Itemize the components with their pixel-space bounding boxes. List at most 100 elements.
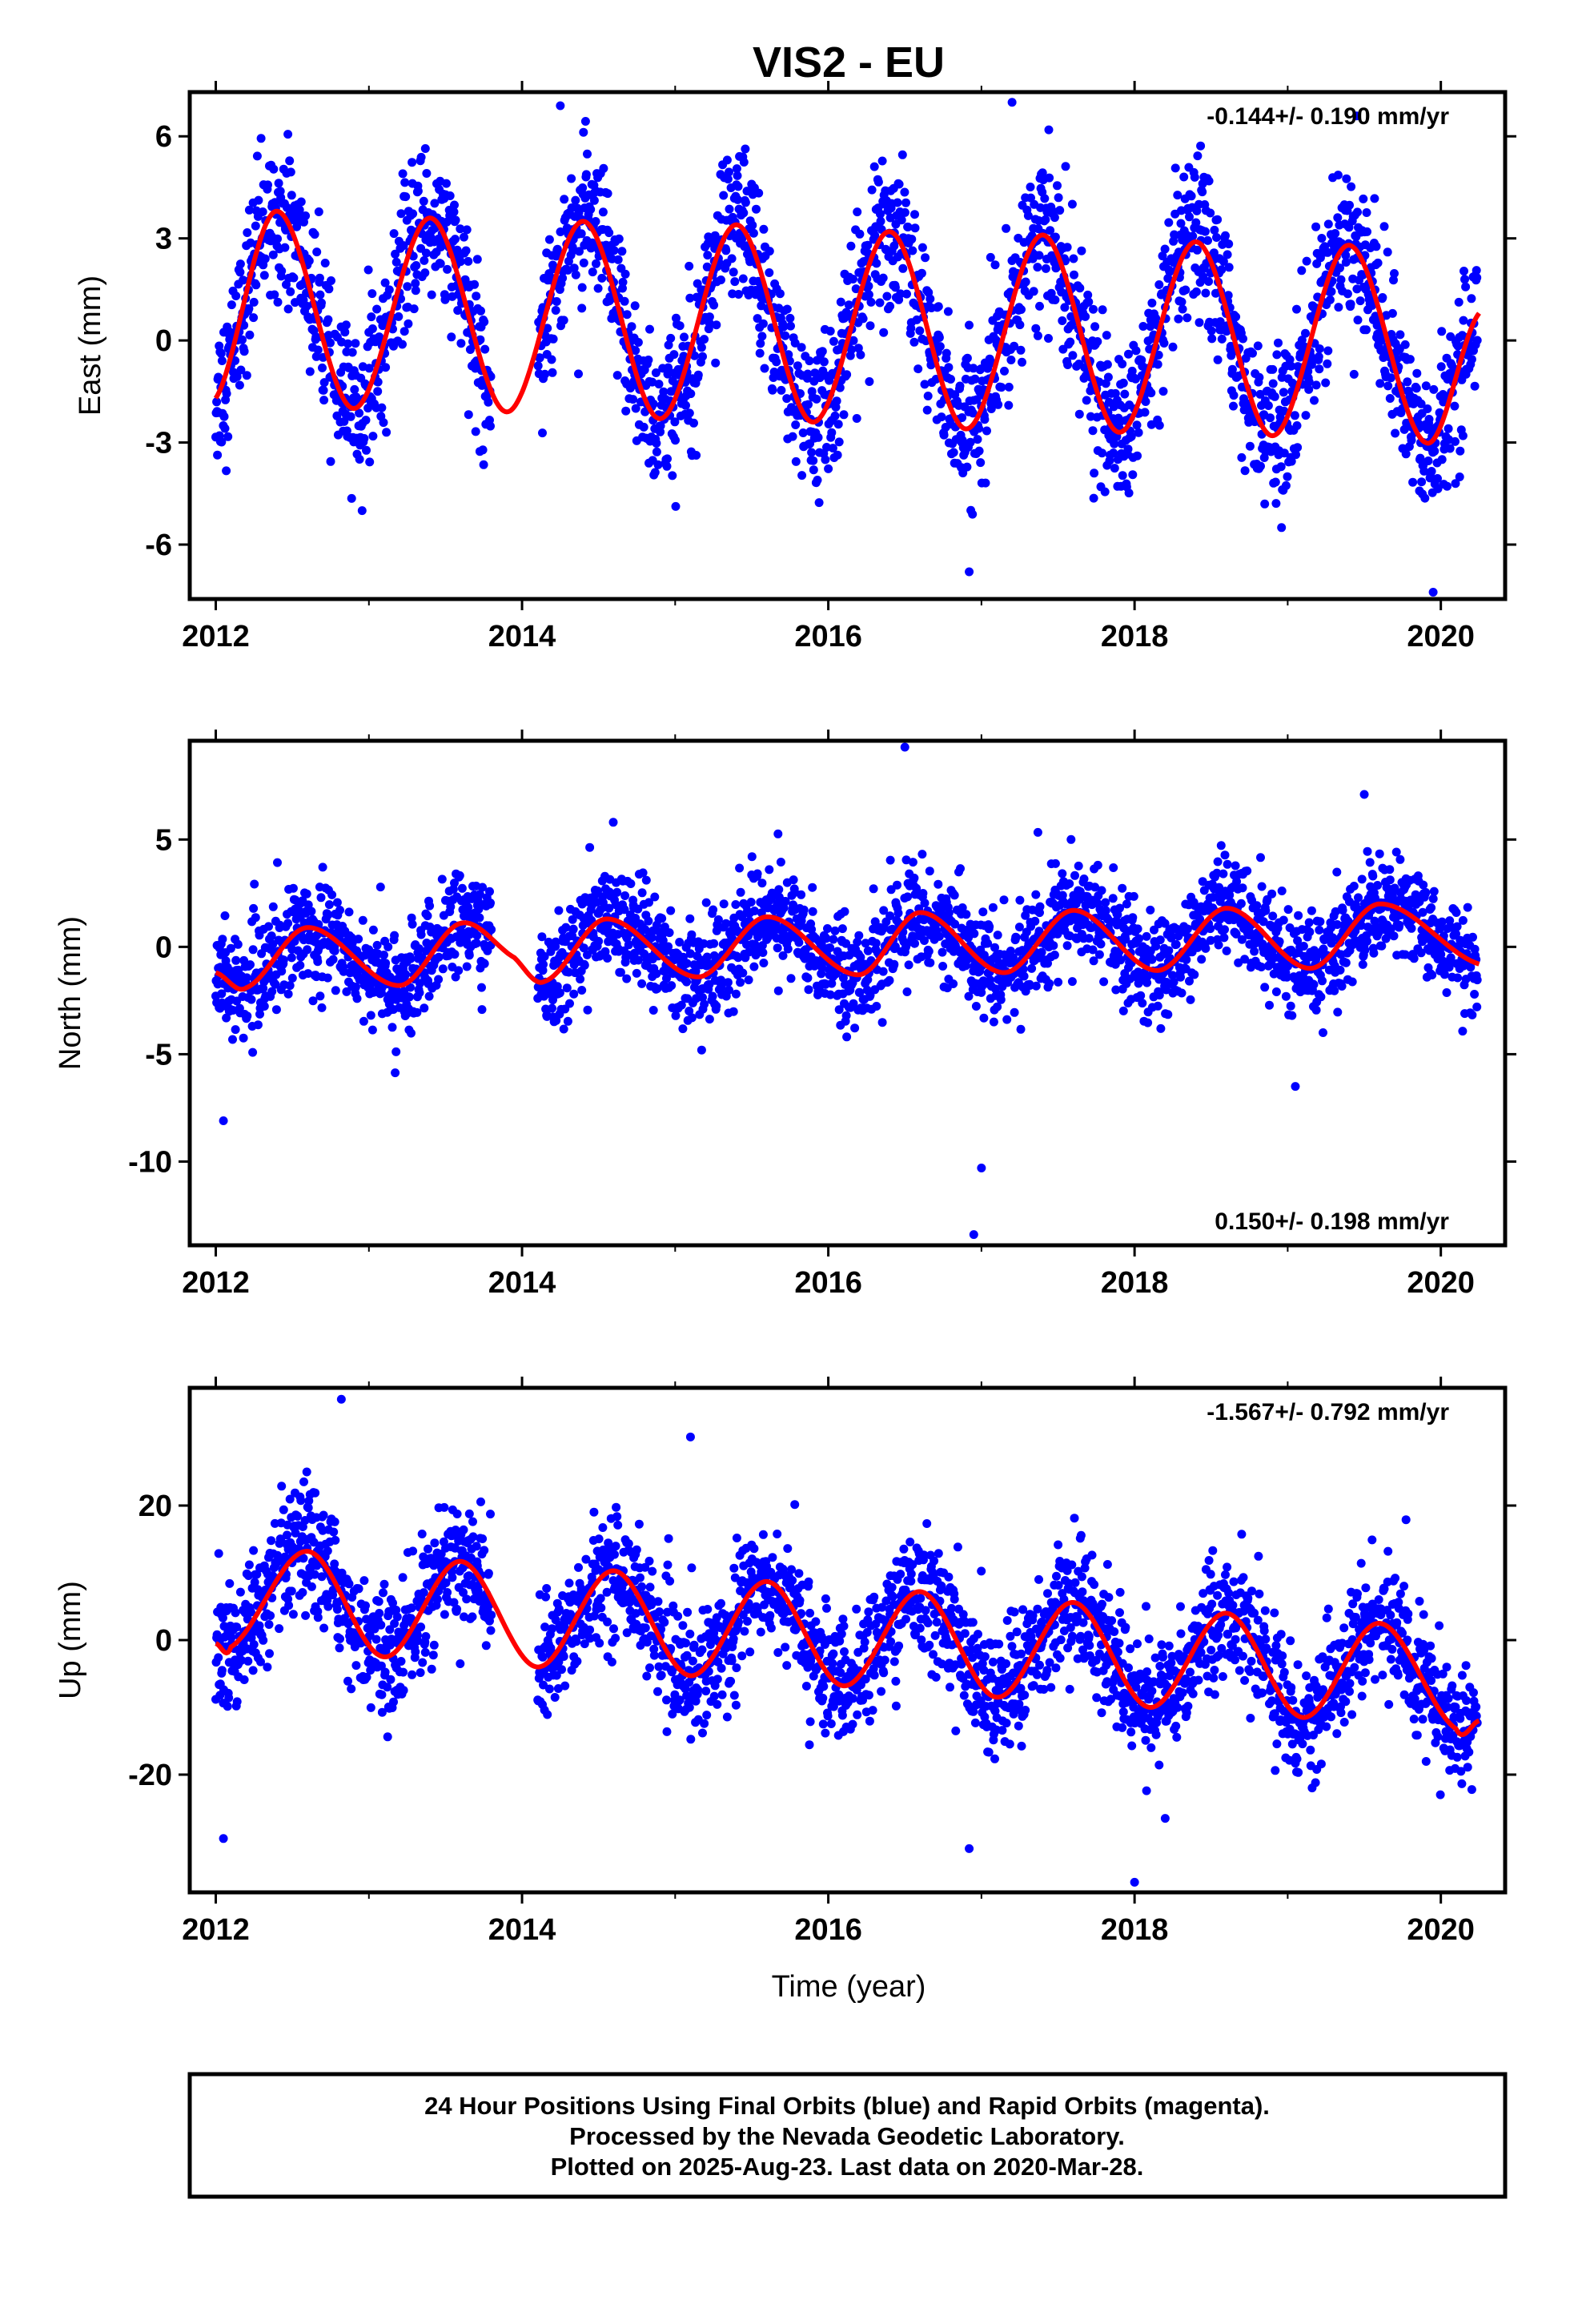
north-data-point	[749, 962, 759, 971]
north-data-point	[1030, 916, 1040, 926]
east-data-point	[350, 384, 359, 394]
north-data-point	[644, 916, 653, 926]
east-data-point	[1195, 318, 1204, 328]
east-data-point	[436, 259, 445, 268]
east-data-point	[821, 455, 830, 464]
north-data-point	[1332, 867, 1342, 877]
east-data-point	[319, 385, 328, 395]
east-data-point	[965, 320, 974, 330]
east-data-point	[273, 234, 282, 243]
east-data-point	[872, 259, 881, 268]
north-data-point	[323, 910, 333, 919]
north-data-point	[407, 1028, 416, 1038]
east-data-point	[394, 312, 404, 321]
east-data-point	[788, 432, 797, 441]
east-ytick-label: 6	[155, 120, 172, 154]
east-data-point	[942, 348, 951, 358]
east-data-point	[1279, 448, 1289, 458]
north-data-point	[889, 959, 899, 969]
east-data-point	[791, 420, 801, 429]
east-data-point	[1323, 346, 1333, 356]
north-data-point	[287, 973, 297, 983]
east-data-point	[1018, 357, 1026, 367]
east-data-point	[231, 356, 240, 365]
north-data-point	[855, 987, 865, 997]
north-data-point	[817, 939, 826, 949]
east-data-point	[915, 326, 925, 336]
east-data-point	[825, 376, 834, 385]
north-data-point	[486, 899, 495, 907]
north-data-point	[877, 1018, 887, 1027]
east-data-point	[251, 280, 261, 290]
north-data-point	[242, 973, 251, 983]
east-data-point	[283, 130, 293, 139]
north-data-point	[701, 898, 711, 907]
north-data-point	[1027, 963, 1037, 973]
north-data-point	[736, 978, 745, 987]
east-data-point	[671, 436, 680, 445]
east-data-point	[223, 432, 233, 441]
east-data-point	[1023, 211, 1033, 220]
east-data-point	[411, 279, 420, 288]
north-data-point	[647, 933, 656, 943]
north-data-point	[1222, 946, 1231, 955]
east-data-point	[443, 264, 452, 274]
north-data-point	[1094, 950, 1104, 959]
east-data-point	[217, 356, 227, 365]
north-data-point	[658, 935, 668, 945]
north-data-point	[917, 850, 927, 859]
east-data-point	[877, 156, 887, 166]
north-data-point	[993, 1002, 1002, 1011]
north-data-point	[776, 858, 785, 866]
north-data-point	[1375, 849, 1384, 858]
east-data-point	[1383, 381, 1393, 391]
east-data-point	[1021, 277, 1030, 287]
east-data-point	[1191, 287, 1201, 296]
east-data-point	[420, 268, 430, 278]
north-data-point	[885, 911, 895, 921]
north-data-point	[637, 979, 647, 988]
north-data-point	[753, 869, 762, 879]
north-data-point	[637, 888, 647, 898]
north-data-point	[412, 1007, 422, 1017]
east-data-point	[1335, 263, 1344, 273]
east-data-point	[547, 355, 556, 364]
east-data-point	[1341, 251, 1351, 260]
east-data-point	[1342, 174, 1351, 183]
east-data-point	[1029, 287, 1038, 296]
east-data-point	[1110, 464, 1119, 473]
north-data-point	[330, 946, 339, 955]
north-data-point	[685, 949, 695, 959]
east-ytick-label: 3	[155, 223, 172, 256]
north-data-point	[446, 902, 456, 911]
north-data-point	[1294, 911, 1303, 920]
north-data-point	[1143, 1018, 1153, 1027]
east-data-point	[1460, 267, 1468, 275]
north-data-point	[315, 991, 325, 1001]
north-data-point	[682, 959, 692, 968]
north-data-point	[799, 905, 809, 915]
east-data-point	[719, 191, 729, 200]
east-data-point	[675, 321, 685, 331]
east-data-point	[576, 229, 586, 239]
north-data-point	[285, 981, 295, 991]
east-data-point	[598, 207, 608, 217]
east-data-point	[1127, 366, 1137, 376]
east-data-point	[398, 340, 407, 349]
north-data-point	[594, 936, 604, 946]
east-data-point	[705, 312, 714, 322]
east-data-point	[486, 421, 495, 431]
east-data-point	[1179, 172, 1189, 182]
east-data-point	[1033, 331, 1042, 340]
north-data-point	[415, 944, 424, 954]
north-data-point	[302, 889, 311, 899]
north-data-point	[559, 1024, 568, 1034]
east-data-point	[1470, 381, 1480, 391]
east-data-point	[1433, 474, 1442, 483]
east-data-point	[275, 187, 285, 196]
east-data-point	[982, 426, 991, 436]
east-data-point	[844, 300, 853, 310]
north-data-point	[477, 1005, 487, 1015]
east-data-point	[1362, 325, 1371, 335]
east-data-point	[372, 304, 382, 314]
